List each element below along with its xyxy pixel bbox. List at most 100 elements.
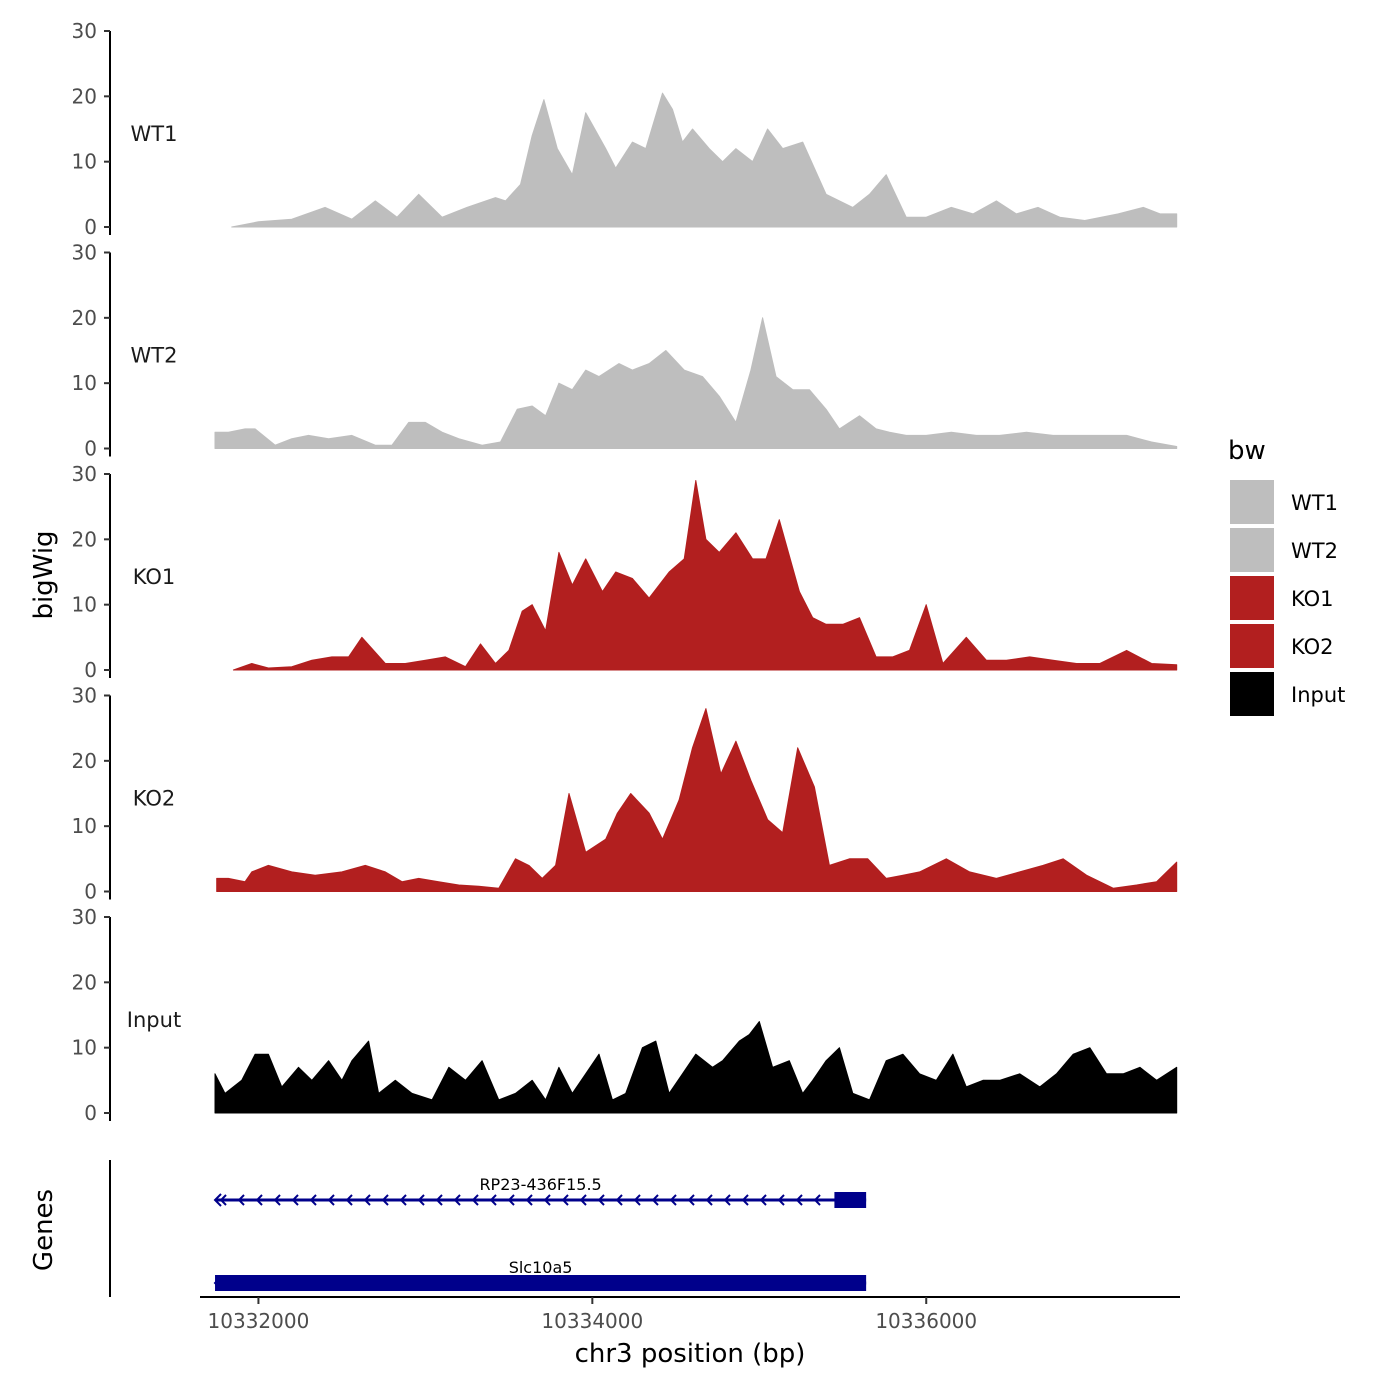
gene-label: Slc10a5: [509, 1258, 573, 1277]
legend-item-wt2: WT2: [1230, 528, 1338, 572]
strand-arrow: [669, 1194, 677, 1206]
legend-item-wt1: WT1: [1230, 480, 1338, 524]
strand-arrow: [489, 1194, 497, 1206]
strand-arrow: [273, 1194, 281, 1206]
y-tick-label: 20: [72, 306, 97, 330]
track-wt2: 0 10 20 30 WT2: [72, 241, 1178, 461]
y-tick-label: 0: [84, 437, 97, 461]
y-tick-label: 30: [72, 905, 97, 929]
track-input: 0 10 20 30 Input: [72, 905, 1178, 1125]
legend-swatch: [1230, 576, 1274, 620]
y-tick-label: 20: [72, 84, 97, 108]
strand-arrow: [525, 1194, 533, 1206]
legend-label: Input: [1291, 683, 1345, 707]
strand-arrow: [291, 1194, 299, 1206]
strand-arrow: [597, 1194, 605, 1206]
signal-area-input: [214, 1021, 1178, 1114]
gene-rp23-436f15.5: RP23-436F15.5: [213, 1175, 867, 1208]
track-label: WT1: [131, 122, 178, 146]
track-label: Input: [127, 1008, 181, 1032]
y-tick-label: 20: [72, 527, 97, 551]
strand-arrow: [471, 1194, 479, 1206]
strand-arrow: [813, 1194, 821, 1206]
legend-title: bw: [1228, 436, 1266, 466]
strand-arrow: [723, 1194, 731, 1206]
track-wt1: 0 10 20 30 WT1: [72, 19, 1178, 239]
strand-arrow: [705, 1194, 713, 1206]
legend-swatch: [1230, 480, 1274, 524]
strand-arrow: [561, 1194, 569, 1206]
strand-arrow: [213, 1193, 222, 1207]
y-tick-label: 0: [84, 880, 97, 904]
strand-arrow: [507, 1194, 515, 1206]
track-ko1: 0 10 20 30 KO1: [72, 462, 1178, 682]
strand-arrow: [579, 1194, 587, 1206]
signal-area-wt1: [231, 92, 1178, 228]
gene-exon: [834, 1192, 867, 1208]
y-tick-label: 30: [72, 684, 97, 708]
y-tick-label: 10: [72, 1036, 97, 1060]
y-tick-label: 10: [72, 371, 97, 395]
track-label: KO2: [133, 787, 176, 811]
legend-label: WT2: [1291, 539, 1338, 563]
x-tick-label: 10336000: [875, 1309, 977, 1333]
legend: WT1 WT2 KO1 KO2 Input: [1230, 480, 1345, 716]
strand-arrow: [309, 1194, 317, 1206]
legend-item-ko1: KO1: [1230, 576, 1334, 620]
gene-label: RP23-436F15.5: [479, 1175, 601, 1194]
y-tick-label: 10: [72, 814, 97, 838]
x-tick-label: 10334000: [541, 1309, 643, 1333]
legend-swatch: [1230, 528, 1274, 572]
gene-exon: [215, 1275, 867, 1291]
y-tick-label: 30: [72, 19, 97, 43]
legend-label: WT1: [1291, 491, 1338, 515]
strand-arrow: [255, 1194, 263, 1206]
y-axis-title: bigWig: [29, 530, 59, 619]
x-axis: 10332000 10334000 10336000: [200, 1296, 1180, 1333]
strand-arrow: [633, 1194, 641, 1206]
strand-arrow: [417, 1194, 425, 1206]
legend-swatch: [1230, 624, 1274, 668]
strand-arrow: [345, 1194, 353, 1206]
track-label: WT2: [131, 344, 178, 368]
y-tick-label: 30: [72, 241, 97, 265]
strand-arrow: [687, 1194, 695, 1206]
x-tick-label: 10332000: [208, 1309, 310, 1333]
strand-arrow: [453, 1194, 461, 1206]
strand-arrow: [615, 1194, 623, 1206]
strand-arrow: [651, 1194, 659, 1206]
strand-arrow: [435, 1194, 443, 1206]
legend-item-ko2: KO2: [1230, 624, 1334, 668]
strand-arrow: [795, 1194, 803, 1206]
y-tick-label: 0: [84, 1101, 97, 1125]
gene-track-title: Genes: [29, 1189, 59, 1271]
strand-arrow: [213, 1276, 222, 1290]
y-tick-label: 20: [72, 749, 97, 773]
strand-arrow: [363, 1194, 371, 1206]
y-tick-label: 0: [84, 215, 97, 239]
legend-label: KO2: [1291, 635, 1334, 659]
gene-track: RP23-436F15.5 Slc10a5: [109, 1160, 867, 1297]
y-tick-label: 10: [72, 593, 97, 617]
signal-tracks: 0 10 20 30 WT1 0 10 20 30 WT2 0 10 20 30 KO1 0 10 20 30 KO2…: [72, 19, 1178, 1125]
y-tick-label: 10: [72, 150, 97, 174]
x-axis-title: chr3 position (bp): [575, 1339, 806, 1369]
y-tick-label: 20: [72, 970, 97, 994]
strand-arrow: [219, 1194, 227, 1206]
signal-area-ko1: [232, 480, 1178, 671]
y-tick-label: 0: [84, 658, 97, 682]
strand-arrow: [399, 1194, 407, 1206]
legend-item-input: Input: [1230, 672, 1345, 716]
signal-area-wt2: [214, 317, 1178, 449]
strand-arrow: [237, 1194, 245, 1206]
gene-slc10a5: Slc10a5: [213, 1258, 867, 1291]
signal-area-ko2: [216, 708, 1178, 892]
track-ko2: 0 10 20 30 KO2: [72, 684, 1178, 904]
strand-arrow: [381, 1194, 389, 1206]
strand-arrow: [759, 1194, 767, 1206]
strand-arrow: [777, 1194, 785, 1206]
legend-swatch: [1230, 672, 1274, 716]
track-label: KO1: [133, 565, 176, 589]
strand-arrow: [741, 1194, 749, 1206]
